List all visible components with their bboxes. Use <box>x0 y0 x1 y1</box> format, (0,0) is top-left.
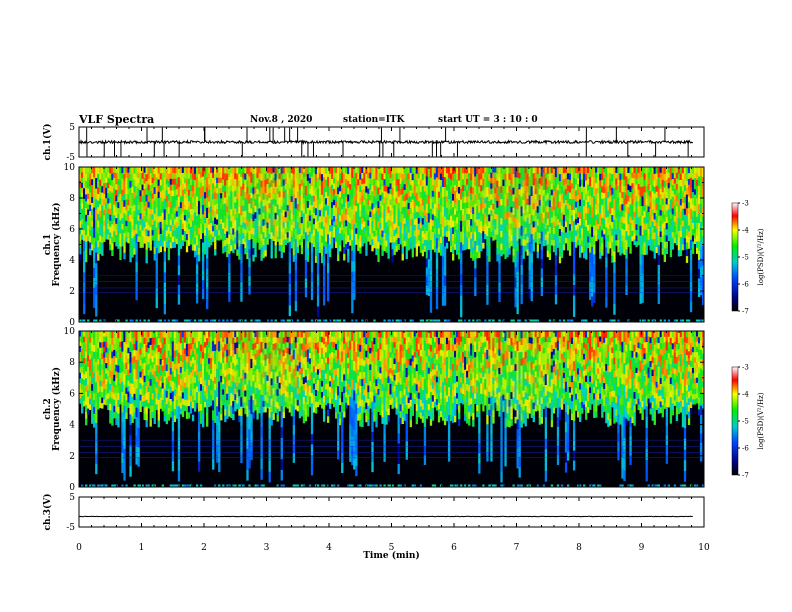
colorbar-tick-1-4: -7 <box>742 308 749 316</box>
xtick-label-0: 0 <box>76 543 82 553</box>
colorbar-tick-2-2: -5 <box>742 418 749 426</box>
colorbar-tick-1-3: -6 <box>742 281 749 289</box>
colorbar-tick-2-3: -6 <box>742 445 749 453</box>
ytick-label-0-0: 5 <box>69 123 75 133</box>
xtick-label-1: 1 <box>139 543 145 553</box>
ytick-label-1-3: 6 <box>69 225 75 235</box>
xtick-label-8: 8 <box>576 543 582 553</box>
ytick-label-1-2: 4 <box>69 256 75 266</box>
xtick-label-4: 4 <box>326 543 332 553</box>
ytick-label-1-4: 8 <box>69 194 75 204</box>
colorbar-tick-1-2: -5 <box>742 254 749 262</box>
ylabel-2-1: Frequency (kHz) <box>51 367 62 451</box>
ytick-label-1-5: 10 <box>64 163 76 173</box>
xtick-label-9: 9 <box>639 543 645 553</box>
colorbar-2 <box>731 366 739 476</box>
ytick-label-2-4: 8 <box>69 358 75 368</box>
ytick-label-2-2: 4 <box>69 421 75 431</box>
colorbar-tick-1-0: -3 <box>742 200 749 208</box>
station-label: station=ITK <box>343 115 405 125</box>
xtick-label-7: 7 <box>514 543 520 553</box>
ytick-label-1-0: 0 <box>69 318 75 328</box>
colorbar-tick-2-0: -3 <box>742 364 749 372</box>
colorbar-tick-2-4: -7 <box>742 472 749 480</box>
xaxis-label: Time (min) <box>363 550 420 561</box>
colorbar-tick-2-1: -4 <box>742 391 749 399</box>
start-time-label: start UT = 3 : 10 : 0 <box>438 115 538 125</box>
xtick-label-10: 10 <box>698 543 710 553</box>
ytick-label-0-1: -5 <box>66 153 75 163</box>
xtick-label-2: 2 <box>201 543 207 553</box>
ytick-label-2-1: 2 <box>69 452 75 462</box>
ytick-label-2-0: 0 <box>69 483 75 493</box>
waveform-trace-0 <box>78 138 694 146</box>
panel-frame-3 <box>78 496 705 528</box>
ytick-label-2-5: 10 <box>64 327 76 337</box>
ylabel-1-1: Frequency (kHz) <box>51 202 62 286</box>
colorbar-1 <box>731 202 739 312</box>
colorbar-label-1: log(PSD)(V²/Hz) <box>757 228 765 285</box>
ylabel-3-0: ch.3(V) <box>42 494 53 531</box>
xtick-label-5: 5 <box>389 543 395 553</box>
figure-title: VLF Spectra <box>79 113 155 126</box>
ytick-label-1-1: 2 <box>69 287 75 297</box>
ytick-label-3-1: -5 <box>66 523 75 533</box>
xtick-label-6: 6 <box>451 543 457 553</box>
colorbar-tick-1-1: -4 <box>742 227 749 235</box>
colorbar-label-2: log(PSD)(V²/Hz) <box>757 392 765 449</box>
ylabel-2-0: ch.2 <box>43 398 53 419</box>
ytick-label-3-0: 5 <box>69 493 75 503</box>
xtick-label-3: 3 <box>264 543 270 553</box>
ylabel-1-0: ch.1 <box>43 234 53 255</box>
ytick-label-2-3: 6 <box>69 389 75 399</box>
date-label: Nov.8 , 2020 <box>250 115 313 125</box>
ylabel-0-0: ch.1(V) <box>42 124 53 161</box>
